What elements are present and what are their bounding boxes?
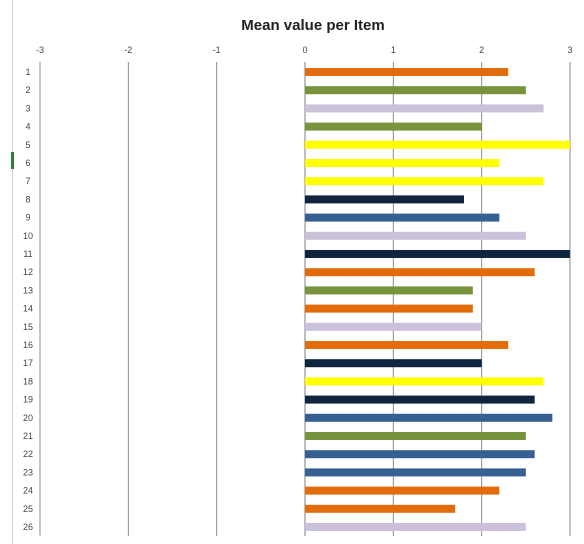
y-tick-label: 14 <box>23 304 33 314</box>
bar <box>305 213 500 222</box>
bar <box>305 523 526 531</box>
y-tick-label: 8 <box>25 194 30 204</box>
bar <box>305 122 482 131</box>
y-tick-label: 2 <box>25 85 30 95</box>
y-tick-label: 5 <box>25 140 30 150</box>
y-tick-label: 21 <box>23 431 33 441</box>
y-tick-label: 24 <box>23 486 33 496</box>
bar <box>305 359 482 368</box>
y-tick-label: 16 <box>23 340 33 350</box>
y-tick-label: 26 <box>23 522 33 532</box>
y-tick-label: 6 <box>25 158 30 168</box>
bar <box>305 486 500 495</box>
bar <box>305 322 482 331</box>
y-tick-label: 13 <box>23 285 33 295</box>
y-tick-label: 1 <box>25 67 30 77</box>
bar <box>305 450 535 459</box>
y-tick-label: 15 <box>23 322 33 332</box>
y-tick-label: 25 <box>23 504 33 514</box>
bar <box>305 159 500 167</box>
bar <box>305 68 509 76</box>
x-tick-label: 1 <box>391 45 396 55</box>
bar <box>305 250 570 258</box>
y-tick-label: 11 <box>23 249 32 259</box>
bar <box>305 395 535 404</box>
y-tick-label: 4 <box>25 122 30 132</box>
x-tick-label: -2 <box>124 45 132 55</box>
x-tick-label: 3 <box>567 45 572 55</box>
bar <box>305 504 456 513</box>
bar <box>305 341 509 349</box>
bar <box>305 231 526 240</box>
bar <box>305 304 473 313</box>
y-tick-label: 18 <box>23 376 33 386</box>
bar <box>305 377 544 386</box>
bar <box>305 268 535 277</box>
y-tick-label: 12 <box>23 267 33 277</box>
bar <box>305 286 473 295</box>
bar <box>305 195 464 204</box>
x-tick-label: -3 <box>36 45 44 55</box>
chart-title: Mean value per Item <box>241 17 385 34</box>
x-tick-label: 2 <box>479 45 484 55</box>
bar <box>305 468 526 477</box>
bar <box>305 140 570 149</box>
bar <box>305 104 544 113</box>
sheet-border <box>12 0 13 544</box>
y-tick-label: 22 <box>23 449 33 459</box>
y-tick-label: 10 <box>23 231 33 241</box>
bar <box>305 177 544 186</box>
x-tick-label: 0 <box>302 45 307 55</box>
bar <box>305 432 526 440</box>
selection-marker <box>11 152 14 169</box>
y-tick-label: 20 <box>23 413 33 423</box>
y-tick-label: 9 <box>25 213 30 223</box>
y-tick-label: 23 <box>23 467 33 477</box>
bar <box>305 86 526 95</box>
bar <box>305 413 553 422</box>
y-tick-label: 17 <box>23 358 33 368</box>
y-tick-label: 19 <box>23 395 33 405</box>
y-tick-label: 3 <box>25 103 30 113</box>
x-tick-label: -1 <box>213 45 221 55</box>
y-tick-label: 7 <box>25 176 30 186</box>
